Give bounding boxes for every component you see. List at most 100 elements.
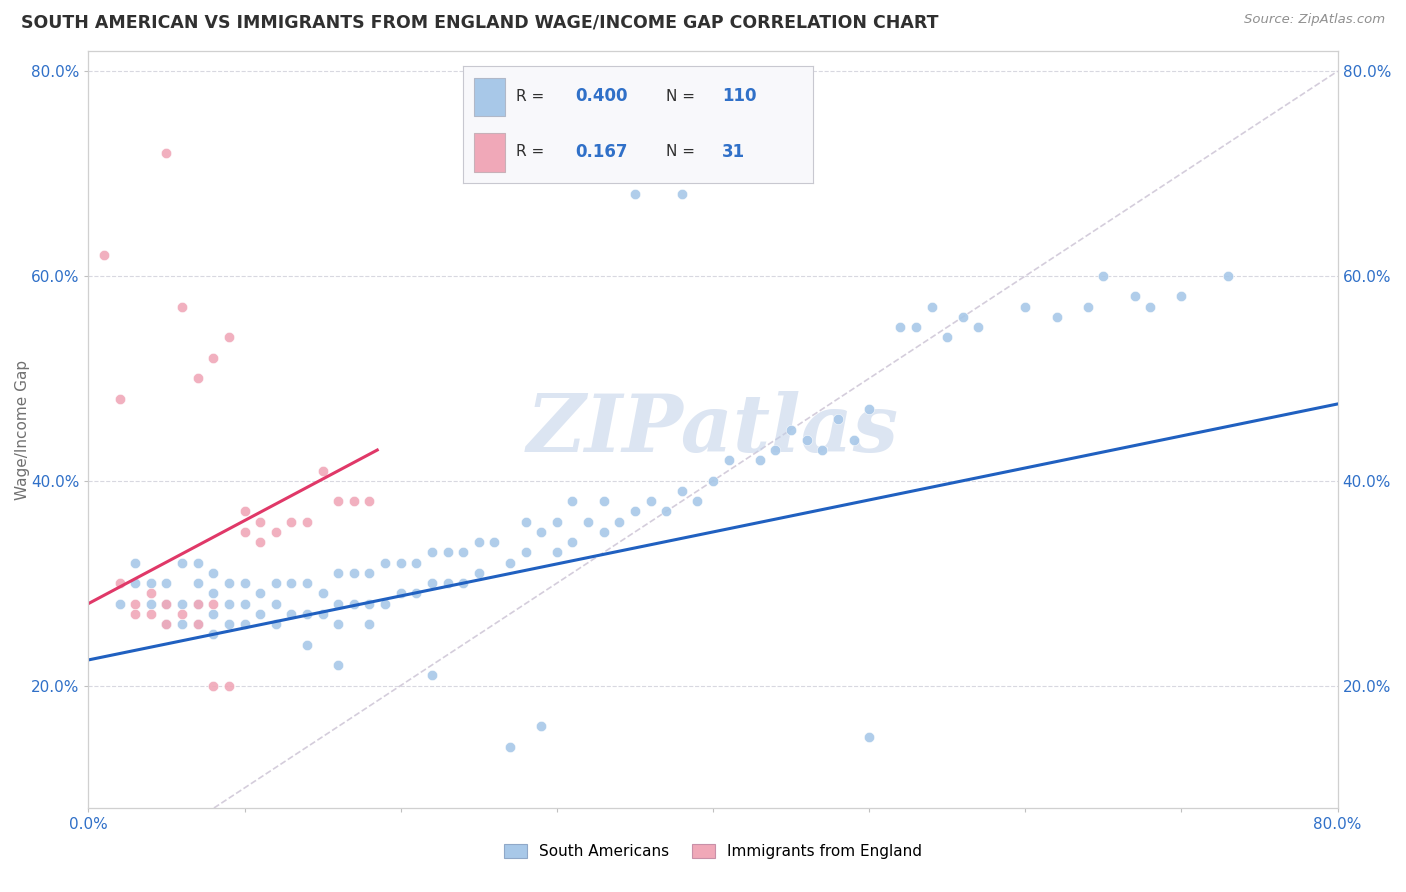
Point (405, 556, 427, 570)
Point (592, 494, 614, 508)
Point (233, 524, 256, 539)
Point (264, 597, 287, 611)
Point (451, 545, 474, 559)
Point (515, 545, 537, 559)
Point (1077, 300, 1099, 314)
Point (343, 566, 366, 580)
Point (155, 146, 177, 161)
Point (124, 597, 146, 611)
Point (640, 167, 662, 181)
Point (546, 515, 568, 529)
Point (607, 515, 630, 529)
Point (389, 556, 412, 570)
Point (359, 566, 381, 580)
Point (202, 597, 225, 611)
Point (249, 515, 271, 529)
Point (233, 597, 256, 611)
Point (311, 586, 333, 600)
Point (124, 607, 146, 621)
Point (155, 617, 177, 632)
Point (233, 504, 256, 518)
Point (187, 556, 209, 570)
Point (702, 146, 724, 161)
Point (576, 515, 599, 529)
Point (280, 576, 302, 591)
Point (686, 494, 709, 508)
Point (249, 607, 271, 621)
Point (858, 402, 880, 417)
Point (561, 535, 583, 549)
Point (468, 535, 491, 549)
Point (811, 443, 834, 458)
Point (328, 597, 350, 611)
Point (624, 504, 647, 518)
Point (187, 617, 209, 632)
Point (904, 320, 927, 334)
Point (249, 535, 271, 549)
Point (170, 607, 193, 621)
Point (967, 320, 990, 334)
Text: Source: ZipAtlas.com: Source: ZipAtlas.com (1244, 13, 1385, 27)
Point (717, 453, 740, 467)
Point (280, 515, 302, 529)
Legend: South Americans, Immigrants from England: South Americans, Immigrants from England (498, 838, 928, 865)
Point (233, 576, 256, 591)
Point (1170, 289, 1192, 303)
Point (748, 453, 770, 467)
Point (155, 597, 177, 611)
Point (1045, 310, 1067, 324)
Point (359, 617, 381, 632)
Point (218, 597, 240, 611)
Point (359, 494, 381, 508)
Point (499, 556, 522, 570)
Point (420, 668, 443, 682)
Point (921, 300, 943, 314)
Point (311, 463, 333, 477)
Point (889, 320, 911, 334)
Point (108, 392, 131, 406)
Point (640, 494, 662, 508)
Point (139, 586, 162, 600)
Point (936, 330, 959, 344)
Point (155, 617, 177, 632)
Point (187, 576, 209, 591)
Point (295, 515, 318, 529)
Point (295, 638, 318, 652)
Point (108, 576, 131, 591)
Point (328, 494, 350, 508)
Point (1123, 289, 1146, 303)
Point (1218, 268, 1240, 283)
Point (202, 627, 225, 641)
Point (546, 545, 568, 559)
Point (328, 617, 350, 632)
Point (202, 586, 225, 600)
Point (796, 433, 818, 447)
Point (624, 187, 647, 202)
Point (124, 556, 146, 570)
Point (139, 576, 162, 591)
Point (374, 556, 396, 570)
Point (420, 576, 443, 591)
Point (359, 597, 381, 611)
Point (187, 371, 209, 385)
Point (139, 607, 162, 621)
Point (187, 597, 209, 611)
Point (405, 586, 427, 600)
Point (187, 617, 209, 632)
Point (264, 576, 287, 591)
Point (139, 597, 162, 611)
Point (655, 504, 678, 518)
Point (155, 597, 177, 611)
Point (499, 739, 522, 754)
Point (858, 730, 880, 744)
Point (295, 576, 318, 591)
Point (451, 576, 474, 591)
Point (328, 658, 350, 673)
Point (765, 443, 787, 458)
Point (124, 576, 146, 591)
Point (170, 300, 193, 314)
Point (264, 617, 287, 632)
Point (295, 607, 318, 621)
Point (436, 576, 458, 591)
Point (170, 617, 193, 632)
